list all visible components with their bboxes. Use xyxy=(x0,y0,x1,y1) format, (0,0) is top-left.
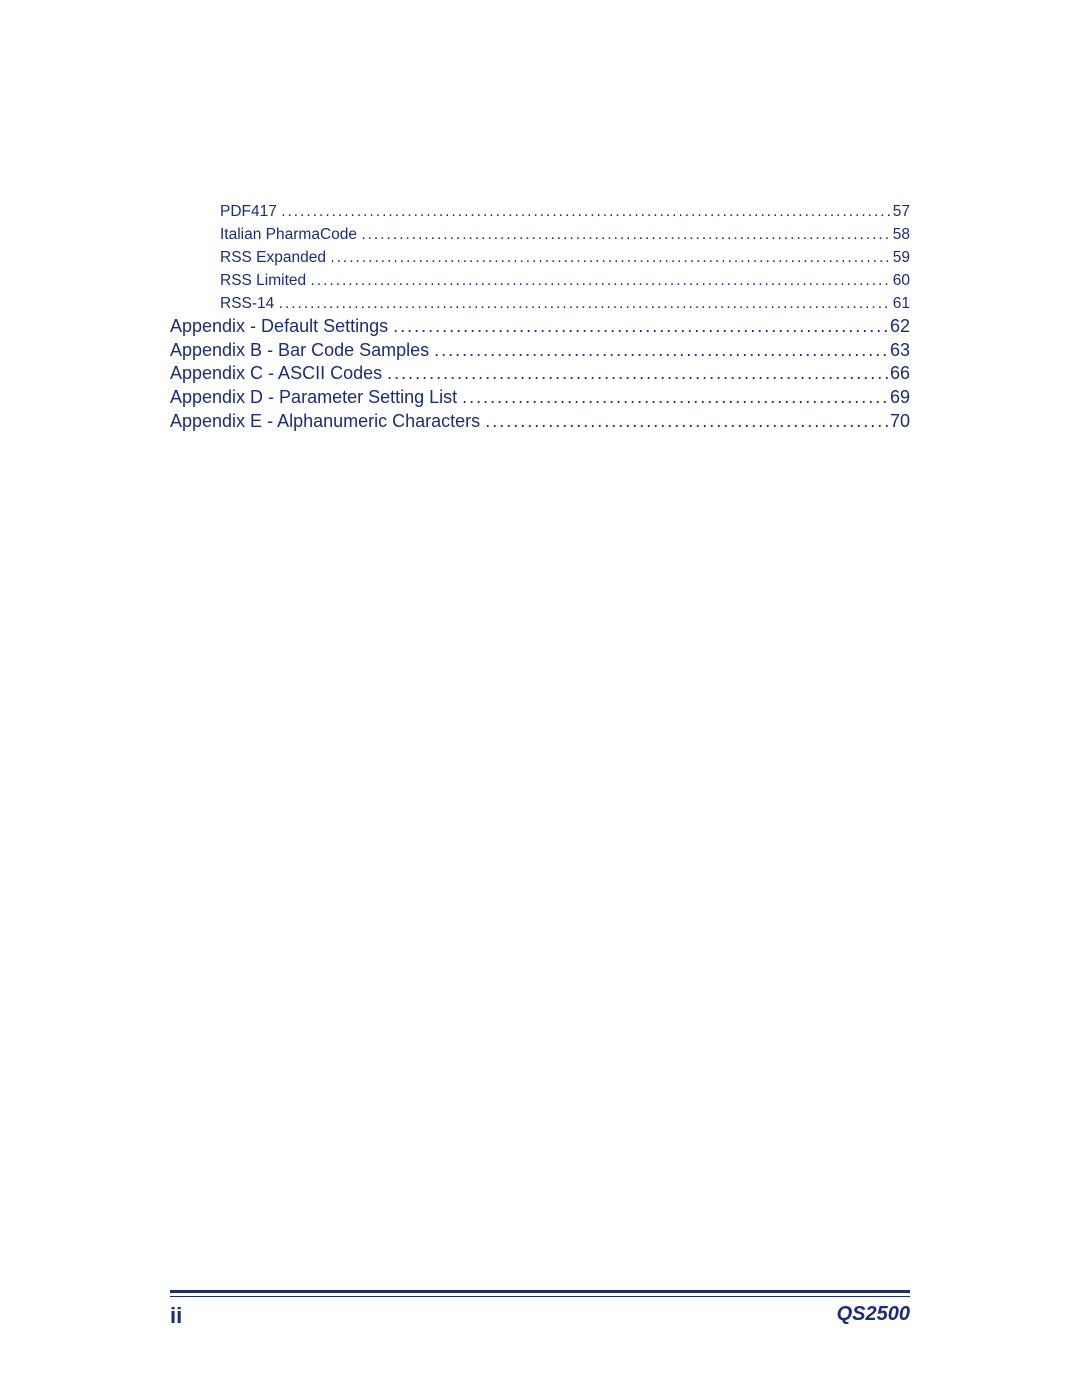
toc-leader-dots xyxy=(485,410,888,434)
toc-entry-label: Appendix E - Alphanumeric Characters xyxy=(170,410,480,434)
toc-entry-label: RSS Limited xyxy=(220,269,306,292)
toc-entry[interactable]: Italian PharmaCode 58 xyxy=(170,223,910,246)
toc-leader-dots xyxy=(387,362,888,386)
toc-entry-label: Italian PharmaCode xyxy=(220,223,357,246)
toc-leader-dots xyxy=(330,246,890,269)
footer-document-name: QS2500 xyxy=(837,1303,910,1329)
toc-entry-label: Appendix - Default Settings xyxy=(170,315,388,339)
toc-entry-label: Appendix C - ASCII Codes xyxy=(170,362,382,386)
page-footer: ii QS2500 xyxy=(170,1290,910,1329)
toc-entry[interactable]: PDF417 57 xyxy=(170,200,910,223)
footer-rule-thick xyxy=(170,1290,910,1293)
toc-entry[interactable]: RSS Expanded 59 xyxy=(170,246,910,269)
toc-entry-page: 59 xyxy=(891,246,910,269)
footer-row: ii QS2500 xyxy=(170,1303,910,1329)
toc-entry-page: 62 xyxy=(888,315,910,339)
toc-entry-page: 63 xyxy=(888,339,910,363)
toc-leader-dots xyxy=(281,200,891,223)
toc-entry[interactable]: RSS-14 61 xyxy=(170,292,910,315)
toc-entry-page: 66 xyxy=(888,362,910,386)
toc-entry[interactable]: RSS Limited 60 xyxy=(170,269,910,292)
toc-leader-dots xyxy=(310,269,890,292)
toc-entry[interactable]: Appendix D - Parameter Setting List 69 xyxy=(170,386,910,410)
toc-entry-label: RSS Expanded xyxy=(220,246,326,269)
page: PDF417 57Italian PharmaCode 58RSS Expand… xyxy=(0,0,1080,1397)
toc-entry-label: RSS-14 xyxy=(220,292,274,315)
footer-rule-thin xyxy=(170,1296,910,1297)
toc-leader-dots xyxy=(434,339,888,363)
toc-entry-page: 60 xyxy=(891,269,910,292)
toc-leader-dots xyxy=(361,223,890,246)
toc-entry-page: 70 xyxy=(888,410,910,434)
toc-entry-page: 58 xyxy=(891,223,910,246)
footer-page-number: ii xyxy=(170,1303,182,1329)
toc-entry[interactable]: Appendix - Default Settings 62 xyxy=(170,315,910,339)
toc-leader-dots xyxy=(393,315,888,339)
toc-container: PDF417 57Italian PharmaCode 58RSS Expand… xyxy=(170,200,910,434)
toc-entry-label: Appendix D - Parameter Setting List xyxy=(170,386,457,410)
toc-entry[interactable]: Appendix C - ASCII Codes 66 xyxy=(170,362,910,386)
toc-entry-label: Appendix B - Bar Code Samples xyxy=(170,339,429,363)
toc-entry-label: PDF417 xyxy=(220,200,277,223)
toc-entry[interactable]: Appendix B - Bar Code Samples 63 xyxy=(170,339,910,363)
toc-entry-page: 57 xyxy=(891,200,910,223)
toc-leader-dots xyxy=(279,292,891,315)
toc-leader-dots xyxy=(462,386,888,410)
toc-entry[interactable]: Appendix E - Alphanumeric Characters 70 xyxy=(170,410,910,434)
toc-entry-page: 61 xyxy=(891,292,910,315)
toc-entry-page: 69 xyxy=(888,386,910,410)
